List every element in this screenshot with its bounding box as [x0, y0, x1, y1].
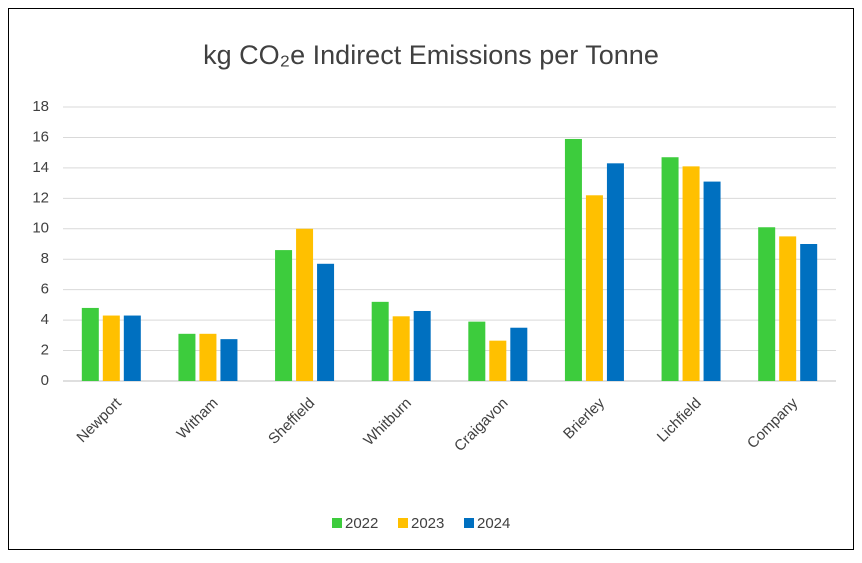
- y-tick-label: 16: [32, 128, 49, 145]
- bar: [220, 339, 238, 381]
- bar: [275, 250, 293, 381]
- y-tick-label: 18: [32, 98, 49, 115]
- y-tick-label: 8: [41, 250, 49, 267]
- bar: [371, 301, 389, 381]
- y-tick-label: 12: [32, 189, 49, 206]
- bar: [489, 340, 507, 381]
- y-tick-label: 14: [32, 159, 49, 176]
- bar: [123, 315, 141, 381]
- bar: [661, 157, 679, 381]
- bar: [682, 166, 700, 381]
- bar: [758, 227, 776, 381]
- y-tick-label: 4: [41, 311, 49, 328]
- bar: [703, 181, 721, 381]
- legend-swatch: [332, 518, 342, 528]
- bar: [317, 263, 335, 381]
- bar: [102, 315, 120, 381]
- legend-label: 2023: [411, 515, 444, 532]
- bar: [800, 244, 818, 381]
- legend-label: 2022: [345, 515, 378, 532]
- bar: [392, 316, 410, 381]
- bar: [585, 195, 603, 381]
- legend-label: 2024: [477, 515, 510, 532]
- bar: [81, 307, 99, 381]
- y-tick-label: 2: [41, 342, 49, 359]
- bar: [468, 321, 486, 381]
- bar: [606, 163, 624, 381]
- y-tick-label: 6: [41, 281, 49, 298]
- bar: [564, 138, 582, 381]
- y-tick-label: 0: [41, 372, 49, 389]
- legend-swatch: [464, 518, 474, 528]
- bar: [296, 228, 314, 381]
- bar: [510, 327, 528, 381]
- bar: [413, 310, 431, 381]
- bar: [199, 333, 217, 381]
- chart-title: kg CO₂e Indirect Emissions per Tonne: [203, 40, 659, 70]
- bar: [779, 236, 797, 381]
- y-tick-label: 10: [32, 220, 49, 237]
- bar: [178, 333, 196, 381]
- legend-swatch: [398, 518, 408, 528]
- chart-border: [8, 8, 854, 550]
